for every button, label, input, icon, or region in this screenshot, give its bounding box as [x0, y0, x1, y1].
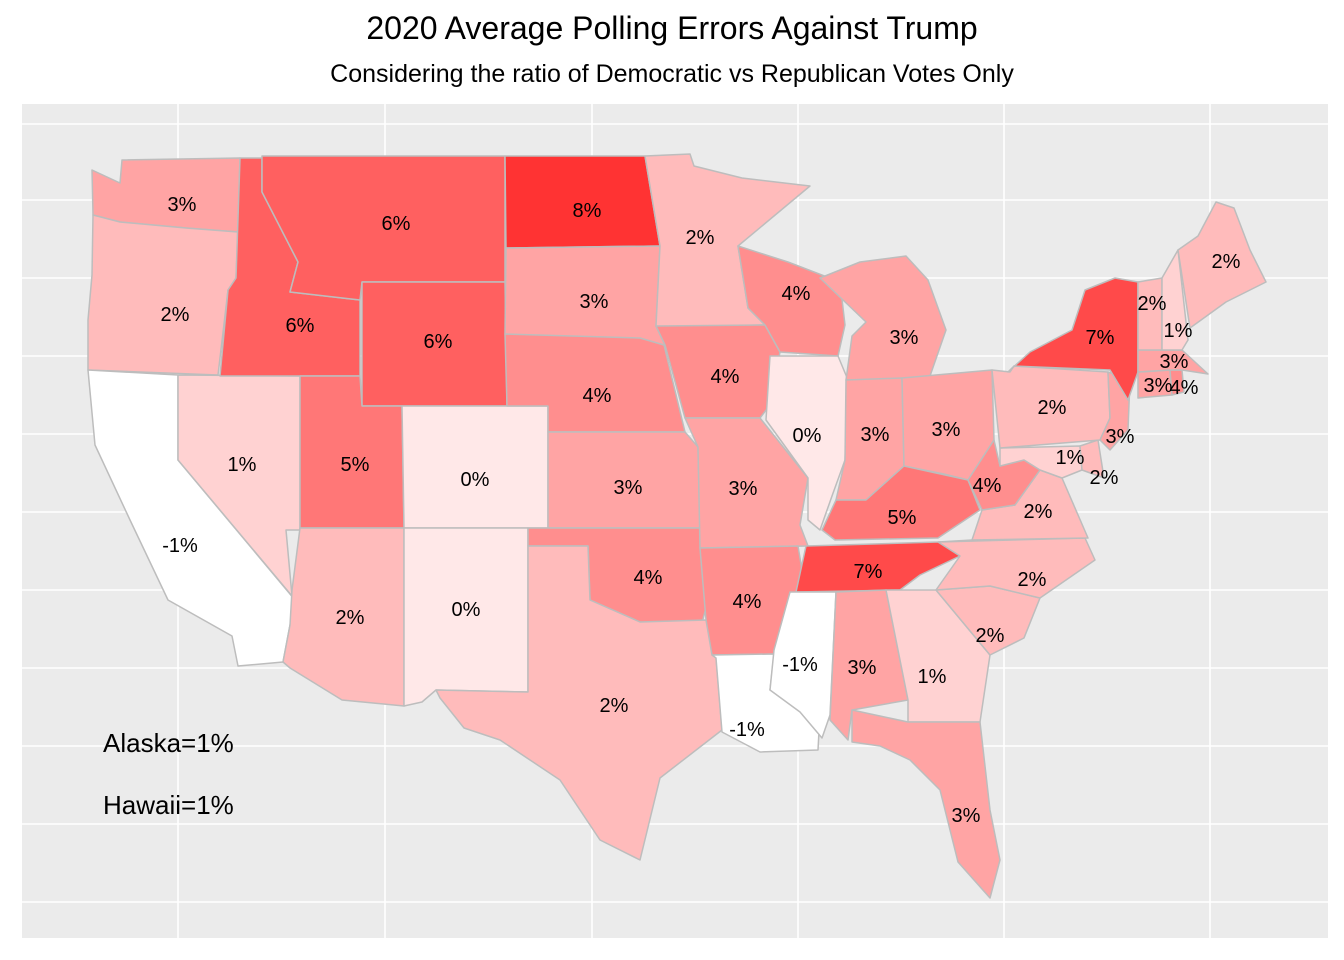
state-label-wyoming: 6%: [424, 331, 453, 353]
state-label-new-york: 7%: [1086, 327, 1115, 349]
state-label-pennsylvania: 2%: [1038, 397, 1067, 419]
alaska-note: Alaska=1%: [103, 728, 234, 758]
state-label-georgia: 1%: [918, 666, 947, 688]
state-labels: 3%2%-1%1%6%6%6%5%2%0%0%8%3%4%3%4%2%2%4%3…: [161, 194, 1241, 827]
state-label-illinois: 0%: [793, 425, 822, 447]
state-label-california: -1%: [162, 535, 198, 557]
state-delaware: [1079, 439, 1105, 479]
map-subtitle: Considering the ratio of Democratic vs R…: [330, 60, 1014, 88]
state-label-ohio: 3%: [932, 419, 961, 441]
state-label-mississippi: -1%: [782, 654, 818, 676]
state-kentucky: [821, 465, 981, 541]
state-label-kansas: 3%: [614, 477, 643, 499]
state-colorado: [401, 405, 549, 529]
state-label-west-virginia: 4%: [973, 475, 1002, 497]
state-label-new-hampshire: 1%: [1164, 320, 1193, 342]
state-label-minnesota: 2%: [686, 227, 715, 249]
state-label-new-jersey: 3%: [1106, 426, 1135, 448]
state-label-colorado: 0%: [461, 469, 490, 491]
state-label-arizona: 2%: [336, 607, 365, 629]
state-texas: [435, 545, 723, 861]
state-label-new-mexico: 0%: [452, 599, 481, 621]
state-label-idaho: 6%: [286, 315, 315, 337]
state-label-missouri: 3%: [729, 478, 758, 500]
state-oregon: [87, 214, 239, 376]
state-label-louisiana: -1%: [729, 719, 765, 741]
state-label-vermont: 2%: [1138, 293, 1167, 315]
state-label-florida: 3%: [952, 805, 981, 827]
state-label-maryland: 1%: [1056, 447, 1085, 469]
state-north-carolina: [935, 537, 1096, 599]
state-label-arkansas: 4%: [733, 591, 762, 613]
hawaii-note: Hawaii=1%: [103, 790, 234, 820]
state-label-connecticut: 3%: [1144, 375, 1173, 397]
state-label-nebraska: 4%: [583, 385, 612, 407]
state-illinois: [765, 355, 849, 531]
state-label-oklahoma: 4%: [634, 567, 663, 589]
state-label-iowa: 4%: [711, 366, 740, 388]
state-maine: [1177, 201, 1267, 329]
state-label-massachusetts: 3%: [1160, 351, 1189, 373]
state-label-delaware: 2%: [1090, 467, 1119, 489]
state-massachusetts: [1137, 349, 1209, 375]
state-label-maine: 2%: [1212, 251, 1241, 273]
state-label-wisconsin: 4%: [782, 283, 811, 305]
state-label-oregon: 2%: [161, 304, 190, 326]
state-label-south-dakota: 3%: [580, 291, 609, 313]
state-shapes: [87, 153, 1267, 899]
state-label-virginia: 2%: [1024, 501, 1053, 523]
state-label-south-carolina: 2%: [976, 625, 1005, 647]
state-label-washington: 3%: [168, 194, 197, 216]
state-label-north-dakota: 8%: [573, 200, 602, 222]
state-label-tennessee: 7%: [854, 561, 883, 583]
state-label-alabama: 3%: [848, 657, 877, 679]
map-title: 2020 Average Polling Errors Against Trum…: [366, 10, 978, 46]
state-label-montana: 6%: [382, 213, 411, 235]
state-label-utah: 5%: [341, 454, 370, 476]
state-florida: [851, 709, 1001, 899]
state-label-nevada: 1%: [228, 454, 257, 476]
state-label-rhode-island: 4%: [1170, 377, 1199, 399]
state-label-michigan: 3%: [890, 327, 919, 349]
state-label-texas: 2%: [600, 695, 629, 717]
state-missouri: [684, 417, 809, 549]
state-label-north-carolina: 2%: [1018, 569, 1047, 591]
state-new-hampshire: [1161, 249, 1189, 351]
state-label-kentucky: 5%: [888, 507, 917, 529]
state-label-indiana: 3%: [861, 424, 890, 446]
